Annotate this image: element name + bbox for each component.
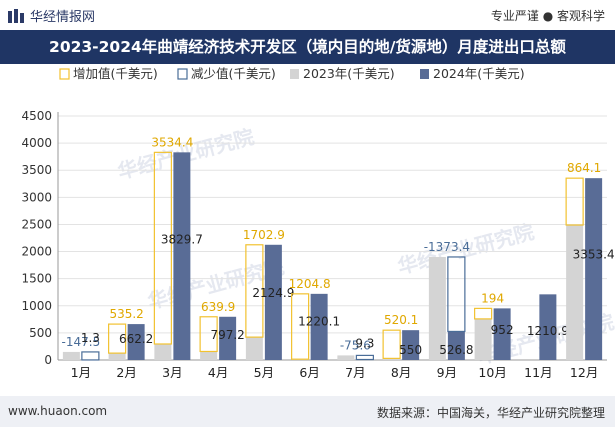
bar-2024 bbox=[447, 331, 465, 360]
legend-label: 2023年(千美元) bbox=[303, 66, 395, 81]
bar-2024 bbox=[539, 294, 557, 360]
change-label: 1204.8 bbox=[289, 277, 331, 291]
brand-logo-icon bbox=[8, 8, 24, 23]
change-label: 1702.9 bbox=[243, 228, 285, 242]
increase-box bbox=[565, 177, 584, 226]
value-label: 797.2 bbox=[210, 328, 244, 342]
value-label: 3353.4 bbox=[573, 248, 615, 262]
x-tick-label: 2月 bbox=[116, 365, 136, 380]
change-label: 535.2 bbox=[109, 307, 143, 321]
x-tick-label: 7月 bbox=[345, 365, 365, 380]
change-label: 3534.4 bbox=[151, 135, 193, 149]
bar-2024 bbox=[310, 293, 328, 360]
bar-2024 bbox=[585, 178, 603, 360]
change-label: 864.1 bbox=[567, 161, 601, 175]
y-tick-label: 1500 bbox=[21, 272, 52, 286]
footer: www.huaon.com 数据来源：中国海关，华经产业研究院整理 bbox=[0, 396, 615, 427]
y-tick-label: 2500 bbox=[21, 217, 52, 231]
increase-box bbox=[245, 244, 264, 338]
y-tick-label: 4000 bbox=[21, 136, 52, 150]
y-tick-label: 1000 bbox=[21, 299, 52, 313]
value-label: 9.3 bbox=[355, 336, 374, 350]
x-tick-label: 8月 bbox=[391, 365, 411, 380]
decrease-box bbox=[81, 351, 100, 361]
footer-website: www.huaon.com bbox=[8, 404, 108, 418]
legend-swatch bbox=[420, 69, 429, 79]
change-label: 194 bbox=[481, 291, 504, 305]
x-tick-label: 10月 bbox=[478, 365, 506, 380]
bar-2023 bbox=[200, 351, 218, 360]
title-bar: 2023-2024年曲靖经济技术开发区（境内目的地/货源地）月度进出口总额 bbox=[0, 30, 615, 64]
change-label: -1373.4 bbox=[424, 240, 470, 254]
value-label: 3829.7 bbox=[161, 233, 203, 247]
value-label: 952 bbox=[491, 323, 514, 337]
value-label: 1.3 bbox=[81, 331, 100, 345]
increase-box bbox=[291, 293, 310, 360]
bar-2023 bbox=[566, 225, 584, 360]
x-tick-label: 9月 bbox=[437, 365, 457, 380]
value-label: 1210.9 bbox=[527, 324, 569, 338]
y-tick-label: 500 bbox=[29, 326, 52, 340]
bar-2023 bbox=[245, 337, 263, 360]
value-label: 526.8 bbox=[439, 343, 473, 357]
value-label: 550 bbox=[399, 343, 422, 357]
legend-label: 增加值(千美元) bbox=[73, 66, 158, 81]
x-tick-label: 5月 bbox=[254, 365, 274, 380]
bar-2023 bbox=[108, 353, 126, 360]
increase-box bbox=[153, 151, 172, 345]
increase-box bbox=[108, 323, 127, 354]
legend-swatch bbox=[59, 68, 70, 80]
value-label: 1220.1 bbox=[298, 315, 340, 329]
chart-title: 2023-2024年曲靖经济技术开发区（境内目的地/货源地）月度进出口总额 bbox=[49, 38, 566, 56]
bar-2024 bbox=[402, 330, 420, 360]
increase-box bbox=[199, 316, 218, 353]
bar-2024 bbox=[264, 244, 282, 360]
bar-2024 bbox=[127, 324, 145, 360]
legend-swatch bbox=[177, 68, 188, 80]
tagline: 专业严谨 ● 客观科学 bbox=[490, 9, 605, 23]
x-tick-label: 6月 bbox=[299, 365, 319, 380]
y-tick-label: 0 bbox=[44, 353, 52, 367]
bar-2024 bbox=[493, 308, 511, 360]
change-label: 639.9 bbox=[201, 300, 235, 314]
brand-name: 华经情报网 bbox=[30, 10, 96, 25]
bar-2023 bbox=[337, 355, 355, 360]
brand: 华经情报网 bbox=[8, 6, 95, 25]
y-tick-label: 3000 bbox=[21, 190, 52, 204]
x-tick-label: 3月 bbox=[162, 365, 182, 380]
y-tick-label: 2000 bbox=[21, 245, 52, 259]
bar-2023 bbox=[62, 351, 80, 360]
change-label: 520.1 bbox=[384, 313, 418, 327]
x-tick-label: 1月 bbox=[71, 365, 91, 380]
y-tick-label: 4500 bbox=[21, 109, 52, 123]
decrease-box bbox=[447, 256, 466, 333]
bar-2024 bbox=[219, 316, 237, 360]
value-label: 2124.9 bbox=[252, 286, 294, 300]
bar-2024 bbox=[173, 152, 191, 360]
change-label: -75.6 bbox=[340, 338, 371, 352]
y-tick-label: 3500 bbox=[21, 163, 52, 177]
x-tick-label: 11月 bbox=[524, 365, 552, 380]
bar-2023 bbox=[428, 256, 446, 360]
legend-label: 减少值(千美元) bbox=[191, 66, 276, 81]
change-label: -147.5 bbox=[62, 335, 101, 349]
legend-swatch bbox=[290, 69, 299, 79]
value-label: 662.2 bbox=[119, 332, 153, 346]
x-tick-label: 4月 bbox=[208, 365, 228, 380]
decrease-box bbox=[355, 354, 374, 361]
top-bar: 华经情报网 专业严谨 ● 客观科学 bbox=[0, 0, 615, 30]
bar-2023 bbox=[383, 358, 401, 360]
footer-source: 数据来源：中国海关，华经产业研究院整理 bbox=[376, 406, 605, 420]
x-tick-label: 12月 bbox=[570, 365, 598, 380]
chart: 增加值(千美元) 减少值(千美元) 2023年(千美元) 2024年(千美元)华经产业… bbox=[21, 66, 615, 380]
legend-label: 2024年(千美元) bbox=[433, 66, 525, 81]
bar-2023 bbox=[474, 318, 492, 360]
increase-box bbox=[382, 329, 401, 359]
bar-2023 bbox=[154, 343, 172, 360]
increase-box bbox=[474, 307, 493, 320]
